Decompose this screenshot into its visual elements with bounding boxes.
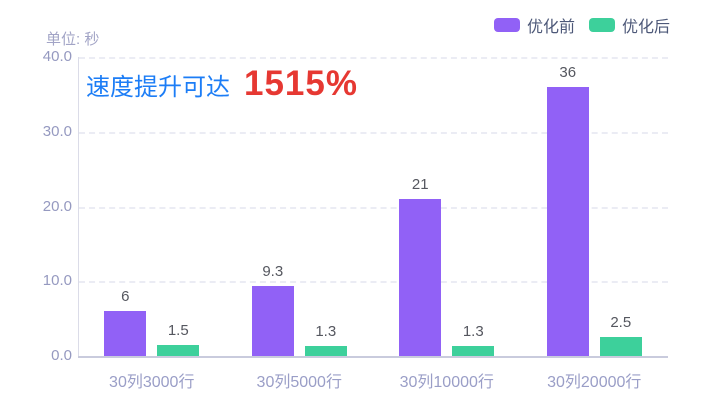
x-axis-line (78, 356, 668, 358)
bar-before-optimization (251, 286, 294, 356)
legend-swatch (588, 18, 615, 32)
annotation-value: 1515% (244, 64, 358, 103)
x-category-label: 30列5000行 (256, 374, 342, 391)
gridline (79, 206, 668, 209)
bar-value-label: 9.3 (262, 263, 284, 281)
bar-before-optimization (104, 311, 147, 356)
legend-swatch (493, 18, 520, 32)
legend-label: 优化前 (526, 19, 575, 36)
bar-value-label: 1.3 (462, 323, 484, 341)
gridline (79, 57, 668, 59)
legend: 优化前 优化后 (493, 13, 670, 37)
x-category-label: 30列10000行 (399, 374, 494, 391)
bar-after-optimization (452, 346, 495, 356)
y-tick-label: 30.0 (42, 122, 72, 140)
bar-before-optimization (546, 86, 589, 356)
x-category-label: 30列3000行 (109, 374, 195, 391)
gridline (79, 281, 668, 284)
y-axis-unit-label: 单位: 秒 (46, 31, 100, 48)
bar-value-label: 1.3 (315, 323, 337, 341)
speedup-annotation: 速度提升可达 1515% (86, 64, 358, 104)
y-tick-label: 0.0 (51, 347, 72, 364)
legend-label: 优化后 (621, 19, 670, 36)
bar-after-optimization (157, 344, 200, 356)
bar-value-label: 2.5 (610, 314, 632, 332)
gridline (79, 131, 668, 134)
bar-before-optimization (399, 199, 442, 356)
annotation-prefix: 速度提升可达 (86, 74, 230, 101)
x-category-label: 30列20000行 (547, 374, 642, 391)
bar-value-label: 1.5 (167, 321, 189, 339)
bar-value-label: 21 (411, 176, 429, 194)
bar-value-label: 6 (121, 288, 130, 306)
bar-after-optimization (599, 337, 642, 356)
y-tick-label: 40.0 (42, 48, 72, 65)
plot-area: 0.0 10.0 20.0 30.0 40.0 6 9.3 21 36 1.5 1.3 1.3 2.5 3… (43, 48, 668, 391)
bar-after-optimization (304, 346, 347, 356)
legend-item-before[interactable]: 优化前 (493, 13, 575, 37)
bar-value-label: 36 (559, 63, 577, 81)
y-axis-line (78, 57, 79, 356)
y-tick-label: 20.0 (42, 197, 72, 215)
y-tick-label: 10.0 (42, 272, 72, 290)
legend-item-after[interactable]: 优化后 (588, 13, 670, 37)
